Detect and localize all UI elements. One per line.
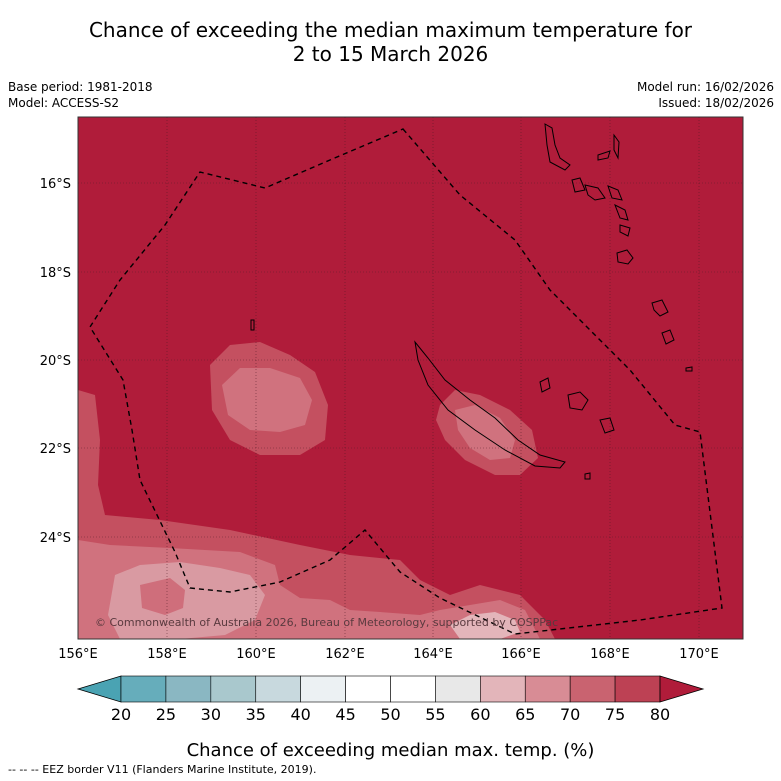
colorbar-tick-label: 30 (201, 705, 221, 724)
base-period: Base period: 1981-2018 (8, 80, 153, 94)
colorbar-tick-label: 25 (156, 705, 176, 724)
probability-field: © Commonwealth of Australia 2026, Bureau… (78, 117, 743, 639)
colorbar-bin (524, 675, 571, 703)
colorbar-bin (390, 675, 436, 703)
vanuatu-coastline (544, 123, 693, 372)
lon-label: 162°E (325, 647, 365, 662)
colorbar-bin (614, 675, 661, 703)
lon-label: 156°E (58, 647, 98, 662)
lat-label: 18°S (40, 266, 71, 281)
colorbar-bin (300, 675, 346, 703)
colorbar-bin (569, 675, 616, 703)
eez-border (89, 128, 723, 635)
lat-label: 20°S (40, 354, 71, 369)
colorbar-bin (435, 675, 481, 703)
colorbar-tick-label: 60 (470, 705, 490, 724)
colorbar-bin (120, 675, 167, 703)
colorbar-bin (255, 675, 301, 703)
area-65-70-pocket (140, 578, 185, 615)
colorbar-tick-label: 40 (290, 705, 310, 724)
lat-label: 22°S (40, 442, 71, 457)
lon-label: 166°E (501, 647, 541, 662)
lon-label: 160°E (236, 647, 276, 662)
new-caledonia-coastline (414, 340, 566, 469)
colorbar-bin (210, 675, 257, 703)
colorbar-tick-label: 50 (380, 705, 400, 724)
colorbar-tick-label: 75 (605, 705, 625, 724)
colorbar-bin (165, 675, 212, 703)
longitude-axis: 156°E 158°E 160°E 162°E 164°E 166°E 168°… (58, 647, 719, 662)
colorbar-tick-label: 45 (335, 705, 355, 724)
lon-label: 170°E (679, 647, 719, 662)
colorbar-low-extension (76, 675, 122, 703)
lon-label: 158°E (147, 647, 187, 662)
latitude-axis: 16°S 18°S 20°S 22°S 24°S (40, 177, 71, 546)
lat-label: 16°S (40, 177, 71, 192)
colorbar (76, 675, 705, 703)
colorbar-bin (480, 675, 526, 703)
colorbar-bin (345, 675, 391, 703)
copyright-notice: © Commonwealth of Australia 2026, Bureau… (95, 616, 558, 629)
colorbar-tick-label: 55 (425, 705, 445, 724)
colorbar-tick-label: 65 (515, 705, 535, 724)
colorbar-tick-label: 80 (650, 705, 670, 724)
colorbar-high-extension (659, 675, 705, 703)
metadata-right: Model run: 16/02/2026 Issued: 18/02/2026 (637, 79, 774, 111)
area-60-65-sw (108, 562, 265, 639)
loyalty-island-mare (599, 417, 615, 434)
area-65-70-central (222, 368, 312, 432)
colorbar-tick-label: 70 (560, 705, 580, 724)
model-run: Model run: 16/02/2026 (636, 80, 774, 94)
chart-title: Chance of exceeding the median maximum t… (0, 18, 781, 66)
colorbar-tick-label: 20 (111, 705, 131, 724)
metadata-left: Base period: 1981-2018 Model: ACCESS-S2 (8, 79, 153, 111)
lat-label: 24°S (40, 531, 71, 546)
lon-label: 164°E (413, 647, 453, 662)
colorbar-title: Chance of exceeding median max. temp. (%… (186, 740, 595, 761)
map-frame (77, 116, 744, 640)
small-reef (250, 319, 255, 331)
island-of-pines (584, 472, 591, 480)
graticule (78, 117, 743, 639)
loyalty-island-lifou (567, 391, 589, 411)
lon-label: 168°E (590, 647, 630, 662)
title-line-1: Chance of exceeding the median maximum t… (88, 18, 693, 42)
loyalty-island-ouvea (539, 377, 551, 393)
title-line-2: 2 to 15 March 2026 (292, 42, 489, 66)
eez-footnote: -- -- -- EEZ border V11 (Flanders Marine… (8, 763, 317, 776)
colorbar-ticks: 20 25 30 35 40 45 50 55 60 65 70 75 80 (111, 705, 670, 724)
model-name: Model: ACCESS-S2 (8, 96, 120, 110)
colorbar-tick-label: 35 (246, 705, 266, 724)
issued-date: Issued: 18/02/2026 (658, 96, 774, 110)
area-60-65-se (450, 612, 520, 639)
